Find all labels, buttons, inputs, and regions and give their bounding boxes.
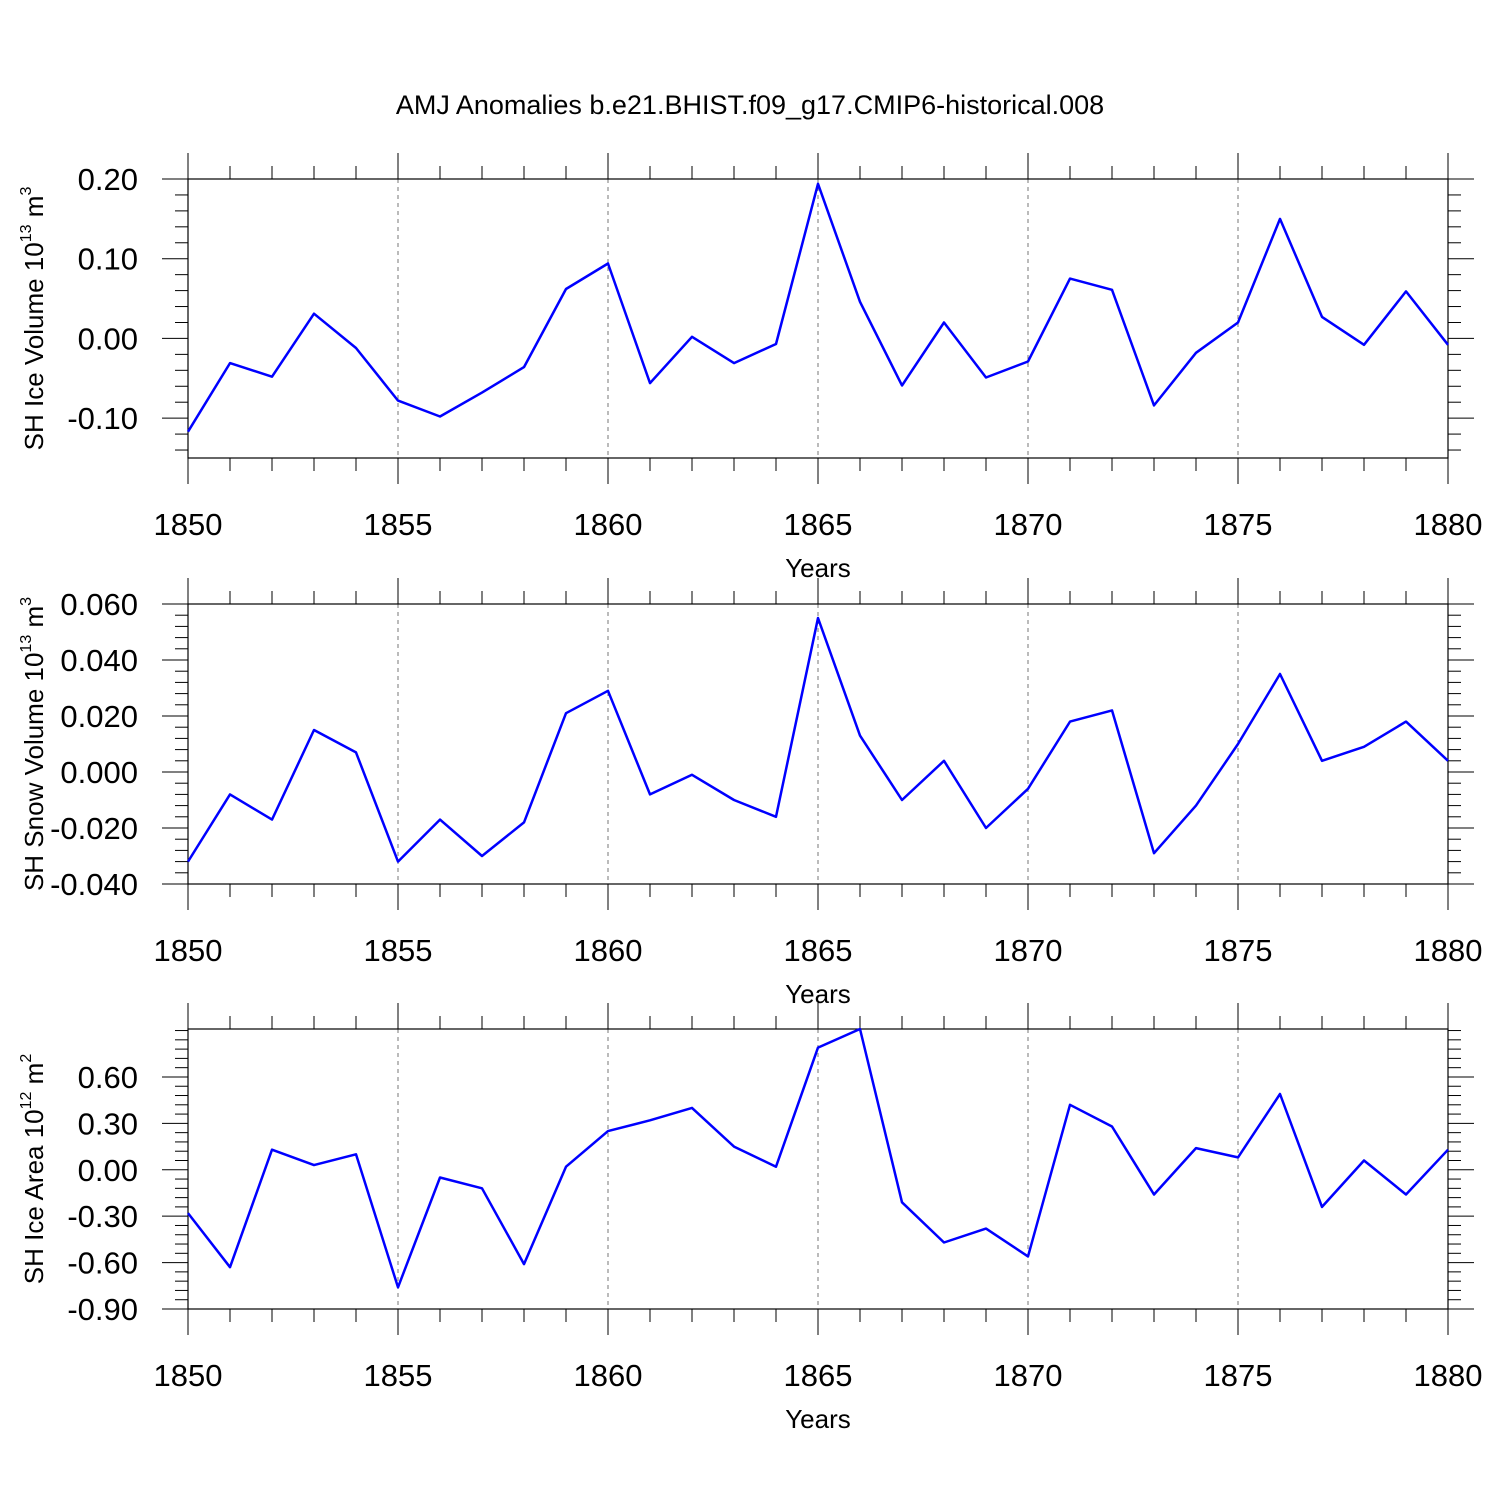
- y-axis-label-exponent: 12: [18, 1091, 35, 1109]
- y-tick-label: 0.60: [78, 1060, 138, 1095]
- y-tick-labels: 0.60 0.30 0.00 -0.30 -0.60 -0.90: [67, 1060, 138, 1327]
- x-tick-labels: 1850 1855 1860 1865 1870 1875 1880: [154, 1358, 1483, 1393]
- x-tick-label: 1865: [784, 1358, 853, 1393]
- plot-frame: [187, 1028, 1449, 1310]
- plot-frame: [187, 178, 1449, 459]
- y-tick-label: 0.00: [78, 1153, 138, 1188]
- y-tick-labels: 0.20 0.10 0.00 -0.10: [67, 162, 138, 436]
- y-axis-label: SH Ice Area 1012 m2: [18, 1054, 49, 1285]
- y-axis-label-unit-exponent: 3: [18, 597, 35, 606]
- series-line-ice-volume: [186, 182, 1449, 433]
- x-tick-label: 1855: [364, 507, 433, 542]
- x-tick-label: 1875: [1204, 1358, 1273, 1393]
- grid-lines: [397, 179, 1239, 458]
- grid-lines: [397, 604, 1239, 884]
- figure-title: AMJ Anomalies b.e21.BHIST.f09_g17.CMIP6-…: [396, 90, 1104, 120]
- x-tick-label: 1855: [364, 1358, 433, 1393]
- x-tick-label: 1850: [154, 1358, 223, 1393]
- axis-ticks: [162, 1003, 1474, 1335]
- axis-ticks: [162, 578, 1474, 910]
- y-tick-label: 0.10: [78, 242, 138, 277]
- y-tick-labels: 0.060 0.040 0.020 0.000 -0.020 -0.040: [50, 587, 138, 902]
- x-tick-label: 1865: [784, 507, 853, 542]
- axis-ticks: [162, 153, 1474, 484]
- y-axis-label-prefix: SH Ice Area 10: [19, 1109, 49, 1284]
- y-tick-label: 0.000: [60, 755, 138, 790]
- x-tick-label: 1870: [994, 933, 1063, 968]
- x-tick-label: 1875: [1204, 933, 1273, 968]
- y-tick-label: -0.30: [67, 1199, 138, 1234]
- y-axis-label-unit-exponent: 2: [18, 1054, 35, 1063]
- series-line-snow-volume: [186, 616, 1449, 863]
- y-axis-label: SH Snow Volume 1013 m3: [18, 597, 49, 891]
- x-tick-label: 1880: [1414, 507, 1483, 542]
- y-tick-label: 0.060: [60, 587, 138, 622]
- panel-ice-volume: 0.200.100.00-0.10 1850 1855 1860 1865 1870 18…: [18, 153, 1482, 583]
- x-tick-labels: 1850 1855 1860 1865 1870 1875 1880: [154, 933, 1483, 968]
- y-tick-label: -0.90: [67, 1292, 138, 1327]
- y-axis-label-exponent: 13: [18, 635, 35, 653]
- y-axis-label-unit: m: [19, 1063, 49, 1092]
- y-axis-label-unit: m: [19, 196, 49, 225]
- series-line-ice-area: [187, 1027, 1449, 1289]
- y-tick-label: -0.040: [50, 867, 138, 902]
- y-axis-label-prefix: SH Ice Volume 10: [19, 242, 49, 450]
- y-axis-label: SH Ice Volume 1013 m3: [18, 187, 49, 451]
- y-tick-label: -0.60: [67, 1246, 138, 1281]
- x-tick-label: 1870: [994, 1358, 1063, 1393]
- x-tick-label: 1860: [574, 933, 643, 968]
- x-tick-label: 1850: [154, 507, 223, 542]
- y-axis-label-prefix: SH Snow Volume 10: [19, 653, 49, 891]
- y-tick-label: 0.020: [60, 699, 138, 734]
- x-tick-label: 1875: [1204, 507, 1273, 542]
- x-axis-label: Years: [785, 1404, 851, 1434]
- y-tick-label: 0.040: [60, 643, 138, 678]
- x-tick-label: 1860: [574, 1358, 643, 1393]
- y-tick-label: 0.20: [78, 162, 138, 197]
- plot-frame: [187, 603, 1449, 885]
- y-axis-label-unit-exponent: 3: [18, 187, 35, 196]
- y-tick-label: -0.10: [67, 401, 138, 436]
- x-tick-label: 1870: [994, 507, 1063, 542]
- y-tick-label: 0.30: [78, 1106, 138, 1141]
- x-tick-label: 1860: [574, 507, 643, 542]
- panel-ice-area: 0.60 0.30 0.00 -0.30 -0.60 -0.90 1850 1855 1860…: [18, 1003, 1482, 1434]
- grid-lines: [397, 1029, 1239, 1309]
- x-tick-label: 1855: [364, 933, 433, 968]
- y-axis-label-exponent: 13: [18, 224, 35, 242]
- x-tick-label: 1880: [1414, 1358, 1483, 1393]
- x-tick-label: 1880: [1414, 933, 1483, 968]
- x-tick-labels: 1850 1855 1860 1865 1870 1875 1880: [154, 507, 1483, 542]
- x-tick-label: 1865: [784, 933, 853, 968]
- y-tick-label: -0.020: [50, 811, 138, 846]
- y-axis-label-unit: m: [19, 606, 49, 635]
- y-tick-label: 0.00: [78, 321, 138, 356]
- x-tick-label: 1850: [154, 933, 223, 968]
